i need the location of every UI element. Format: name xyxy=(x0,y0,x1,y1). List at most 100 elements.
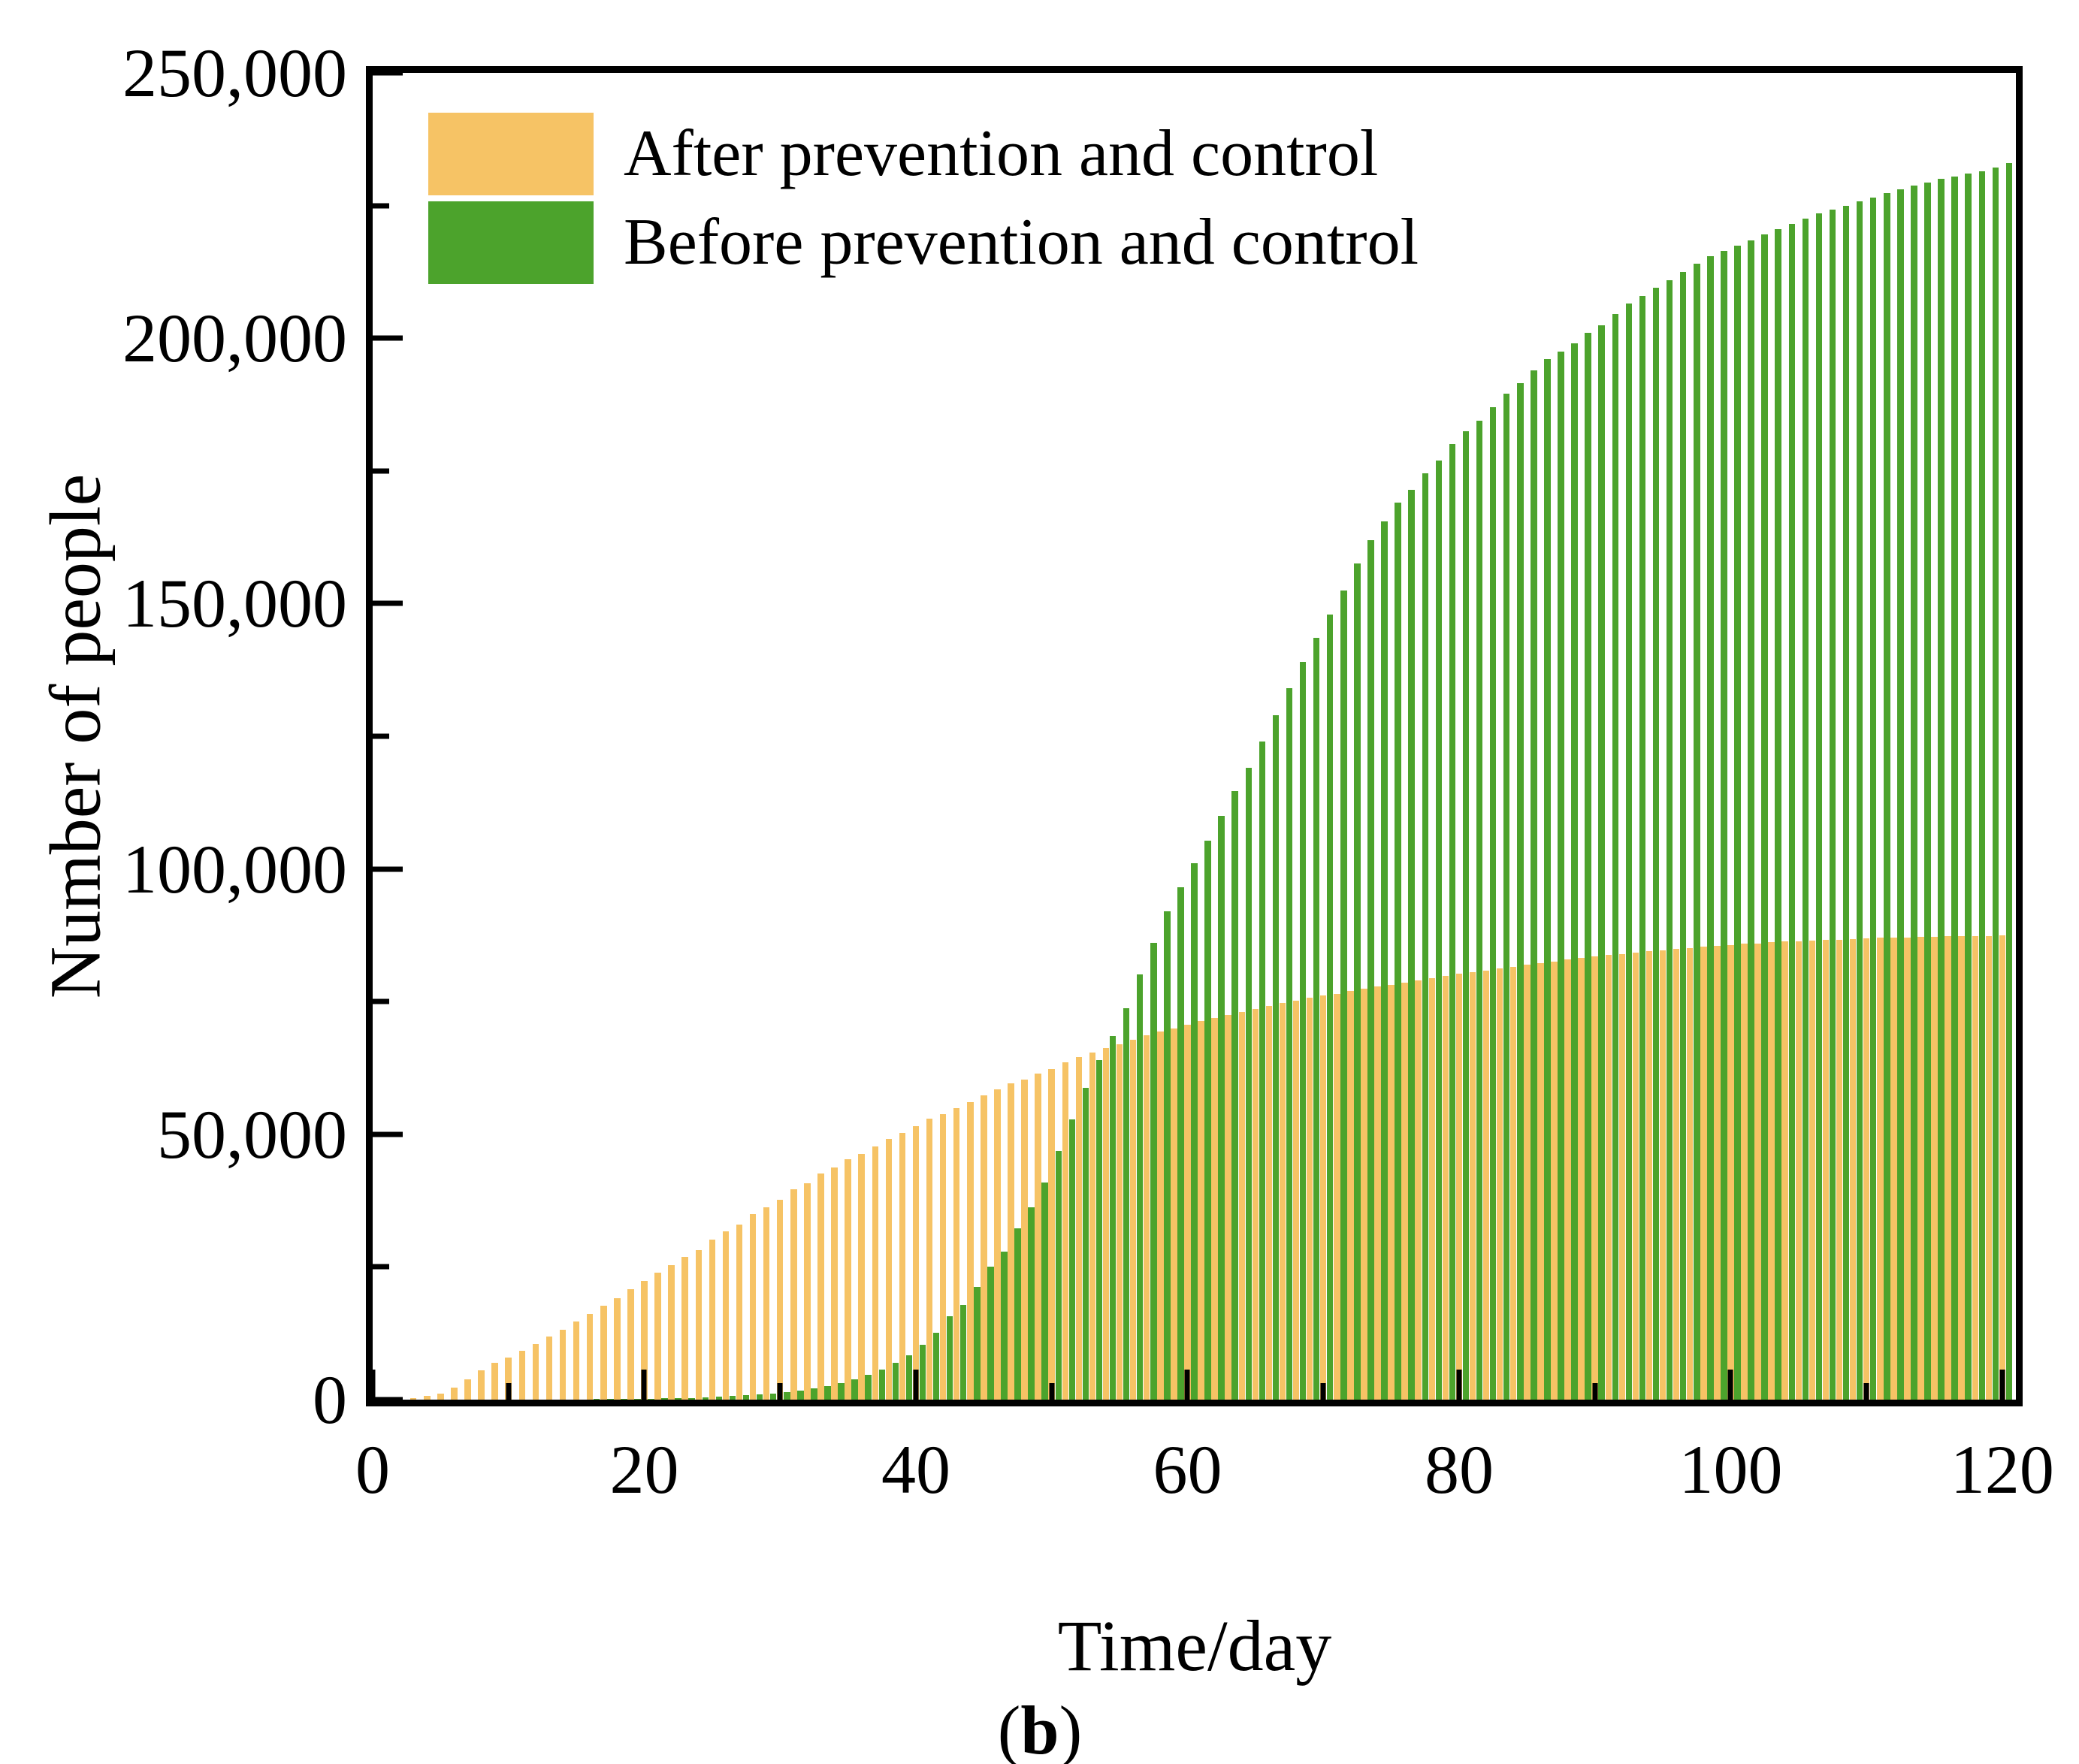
bar-after-day-94 xyxy=(1645,951,1653,1400)
bar-after-day-72 xyxy=(1347,991,1354,1400)
x-major-tick-60 xyxy=(1184,1370,1190,1400)
bar-after-day-50 xyxy=(1048,1068,1055,1400)
x-major-tick-100 xyxy=(1727,1370,1733,1400)
bar-after-day-8 xyxy=(478,1370,485,1400)
bar-after-day-87 xyxy=(1551,961,1558,1400)
y-axis-title: Number of people xyxy=(35,473,116,999)
bar-before-day-109 xyxy=(1856,201,1863,1400)
y-major-tick-200000 xyxy=(373,335,403,341)
bar-before-day-54 xyxy=(1109,1036,1117,1400)
y-major-tick-50000 xyxy=(373,1131,403,1137)
bar-before-day-59 xyxy=(1177,887,1184,1400)
bar-after-day-103 xyxy=(1768,942,1775,1400)
bar-after-day-112 xyxy=(1890,937,1897,1400)
bar-after-day-33 xyxy=(817,1173,824,1400)
bar-after-day-97 xyxy=(1686,947,1694,1400)
bar-before-day-111 xyxy=(1884,193,1890,1400)
bar-before-day-63 xyxy=(1231,790,1238,1400)
bar-before-day-73 xyxy=(1367,539,1374,1400)
x-major-tick-120 xyxy=(1999,1370,2005,1400)
bar-after-day-101 xyxy=(1741,944,1748,1400)
bar-after-day-110 xyxy=(1863,938,1870,1400)
bar-after-day-22 xyxy=(668,1265,675,1400)
bar-after-day-35 xyxy=(845,1159,851,1400)
bar-after-day-93 xyxy=(1632,952,1639,1400)
bar-before-day-81 xyxy=(1476,420,1483,1400)
bar-before-day-84 xyxy=(1517,383,1524,1400)
bar-before-day-82 xyxy=(1489,407,1497,1400)
bar-after-day-7 xyxy=(464,1379,471,1400)
bar-before-day-95 xyxy=(1666,279,1673,1400)
bar-before-day-20 xyxy=(648,1398,654,1400)
bar-after-day-119 xyxy=(1985,935,1993,1400)
bar-after-day-42 xyxy=(939,1113,947,1400)
caption-close: ) xyxy=(1059,1692,1083,1764)
y-minor-tick-25000 xyxy=(373,1264,389,1270)
bar-after-day-75 xyxy=(1388,984,1395,1400)
bar-before-day-85 xyxy=(1531,370,1537,1400)
x-tick-label-40: 40 xyxy=(881,1431,950,1508)
bar-before-day-115 xyxy=(1938,179,1945,1400)
bar-before-day-113 xyxy=(1911,186,1917,1400)
bar-before-day-70 xyxy=(1326,614,1334,1400)
bar-after-day-104 xyxy=(1781,941,1788,1400)
bar-after-day-62 xyxy=(1211,1018,1218,1400)
bar-after-day-4 xyxy=(424,1396,431,1400)
bar-before-day-62 xyxy=(1218,815,1225,1400)
bar-before-day-26 xyxy=(729,1396,736,1400)
bar-after-day-81 xyxy=(1469,971,1476,1400)
bar-before-day-45 xyxy=(987,1266,994,1400)
bar-before-day-35 xyxy=(851,1379,858,1400)
bar-after-day-84 xyxy=(1509,966,1517,1400)
bar-after-day-6 xyxy=(451,1387,458,1400)
bar-before-day-36 xyxy=(865,1374,872,1400)
x-major-tick-0 xyxy=(370,1370,376,1400)
bar-before-day-60 xyxy=(1191,862,1198,1400)
y-major-tick-100000 xyxy=(373,866,403,872)
bar-after-day-68 xyxy=(1292,1000,1300,1400)
bar-after-day-54 xyxy=(1102,1047,1110,1400)
bar-before-day-117 xyxy=(1965,174,1972,1400)
bar-before-day-17 xyxy=(607,1399,614,1400)
bar-after-day-77 xyxy=(1415,980,1422,1400)
bar-after-day-45 xyxy=(981,1095,987,1400)
x-major-tick-80 xyxy=(1456,1370,1462,1400)
bar-after-day-89 xyxy=(1578,958,1585,1400)
x-tick-label-120: 120 xyxy=(1950,1431,2054,1508)
bar-before-day-112 xyxy=(1897,189,1904,1400)
bar-after-day-30 xyxy=(776,1200,784,1400)
bars-layer xyxy=(373,73,2016,1400)
bar-after-day-3 xyxy=(409,1397,417,1400)
x-axis-title: Time/day xyxy=(1057,1605,1332,1686)
bar-after-day-99 xyxy=(1714,946,1721,1400)
bar-before-day-39 xyxy=(905,1355,913,1400)
x-minor-tick-110 xyxy=(1863,1383,1869,1400)
bar-before-day-83 xyxy=(1503,394,1510,1400)
bar-before-day-38 xyxy=(892,1363,899,1400)
bar-after-day-39 xyxy=(899,1132,906,1400)
bar-after-day-92 xyxy=(1618,953,1626,1400)
bar-before-day-100 xyxy=(1734,245,1741,1400)
bar-after-day-83 xyxy=(1496,968,1503,1400)
bar-after-day-85 xyxy=(1524,964,1531,1400)
bar-before-day-49 xyxy=(1041,1183,1048,1400)
y-major-tick-250000 xyxy=(373,70,403,76)
bar-before-day-18 xyxy=(621,1399,627,1400)
bar-before-day-79 xyxy=(1449,444,1456,1400)
bar-after-day-111 xyxy=(1877,938,1884,1400)
bar-before-day-91 xyxy=(1612,314,1619,1400)
bar-before-day-93 xyxy=(1639,295,1646,1400)
x-tick-label-0: 0 xyxy=(355,1431,390,1508)
bar-before-day-51 xyxy=(1068,1119,1076,1400)
bar-before-day-108 xyxy=(1842,205,1850,1400)
bar-after-day-41 xyxy=(926,1119,933,1400)
bar-before-day-116 xyxy=(1951,176,1958,1400)
bar-after-day-108 xyxy=(1836,939,1843,1400)
bar-before-day-34 xyxy=(838,1383,845,1400)
bar-after-day-60 xyxy=(1184,1025,1191,1400)
bar-after-day-31 xyxy=(790,1189,797,1400)
bar-after-day-17 xyxy=(600,1305,607,1400)
bar-before-day-30 xyxy=(784,1392,790,1400)
x-major-tick-40 xyxy=(913,1370,919,1400)
